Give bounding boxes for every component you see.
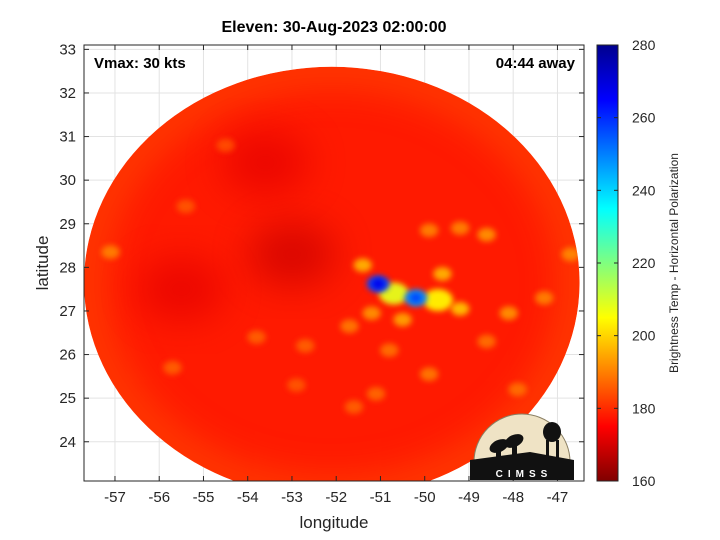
x-axis-label: longitude bbox=[299, 513, 368, 532]
brightness-cell bbox=[216, 138, 235, 153]
x-tick-label: -49 bbox=[458, 489, 480, 506]
brightness-cell bbox=[340, 319, 359, 334]
vmax-annotation: Vmax: 30 kts bbox=[94, 55, 186, 72]
brightness-cell bbox=[101, 245, 120, 259]
brightness-cell bbox=[419, 223, 439, 238]
x-tick-label: -54 bbox=[237, 489, 259, 506]
colorbar-label: Brightness Temp - Horizontal Polarizatio… bbox=[667, 153, 681, 373]
brightness-cell bbox=[561, 247, 580, 262]
swath-image bbox=[84, 66, 580, 481]
y-tick-label: 31 bbox=[59, 129, 76, 146]
x-tick-label: -55 bbox=[193, 489, 215, 506]
y-tick-label: 32 bbox=[59, 85, 76, 102]
y-axis-label: latitude bbox=[33, 236, 52, 291]
brightness-cell bbox=[499, 306, 518, 320]
brightness-cell bbox=[477, 227, 496, 242]
x-tick-label: -57 bbox=[104, 489, 126, 506]
brightness-cell bbox=[163, 360, 182, 375]
x-tick-label: -47 bbox=[547, 489, 569, 506]
colorbar-tick-label: 280 bbox=[632, 37, 656, 53]
x-tick-label: -53 bbox=[281, 489, 303, 506]
x-tick-label: -48 bbox=[502, 489, 524, 506]
brightness-cell bbox=[344, 400, 364, 414]
x-tick-label: -50 bbox=[414, 489, 436, 506]
brightness-cell bbox=[247, 330, 266, 344]
brightness-cell bbox=[450, 221, 470, 235]
colorbar-tick-label: 260 bbox=[632, 110, 656, 126]
brightness-cell bbox=[393, 312, 412, 327]
brightness-cell bbox=[296, 339, 315, 353]
cimss-logo: CIMSS bbox=[470, 413, 574, 480]
y-tick-label: 27 bbox=[59, 303, 76, 320]
time-away-annotation: 04:44 away bbox=[496, 55, 576, 72]
brightness-cell bbox=[534, 291, 554, 305]
x-tick-label: -52 bbox=[325, 489, 347, 506]
brightness-cell bbox=[423, 289, 453, 312]
colorbar-tick-label: 180 bbox=[632, 400, 656, 416]
y-tick-label: 33 bbox=[59, 41, 76, 58]
brightness-cell bbox=[450, 301, 470, 316]
brightness-cell bbox=[137, 256, 226, 322]
brightness-cell bbox=[287, 378, 306, 392]
y-tick-label: 29 bbox=[59, 216, 76, 233]
y-tick-label: 25 bbox=[59, 390, 76, 407]
brightness-cell bbox=[380, 343, 399, 358]
brightness-cell bbox=[477, 334, 496, 349]
y-tick-label: 26 bbox=[59, 347, 76, 364]
brightness-cell bbox=[362, 306, 381, 320]
brightness-cell bbox=[248, 221, 336, 287]
brightness-cell bbox=[366, 387, 386, 401]
brightness-cell bbox=[221, 130, 310, 196]
colorbar-tick-label: 240 bbox=[632, 182, 656, 198]
brightness-cell bbox=[176, 199, 195, 214]
brightness-cell bbox=[353, 258, 372, 272]
brightness-cell bbox=[508, 382, 527, 397]
brightness-cell bbox=[419, 367, 439, 381]
chart-title: Eleven: 30-Aug-2023 02:00:00 bbox=[222, 19, 447, 36]
core-cell bbox=[372, 278, 385, 289]
colorbar-tick-label: 160 bbox=[632, 473, 656, 489]
core-cell bbox=[409, 292, 422, 303]
y-tick-label: 30 bbox=[59, 172, 76, 189]
brightness-cell bbox=[433, 267, 452, 281]
x-tick-label: -51 bbox=[370, 489, 392, 506]
colorbar-tick-label: 220 bbox=[632, 255, 656, 271]
axes-box bbox=[83, 44, 585, 482]
y-tick-label: 24 bbox=[59, 434, 76, 451]
y-tick-label: 28 bbox=[59, 259, 76, 276]
colorbar-tick-label: 200 bbox=[632, 328, 656, 344]
x-tick-label: -56 bbox=[148, 489, 170, 506]
cimss-logo-text: CIMSS bbox=[496, 469, 553, 480]
colorbar: 160 180 200 220 240 260 280 Brightness Temp - … bbox=[596, 37, 681, 489]
y-axis: 24 25 26 27 28 29 30 31 32 33 bbox=[59, 41, 584, 451]
